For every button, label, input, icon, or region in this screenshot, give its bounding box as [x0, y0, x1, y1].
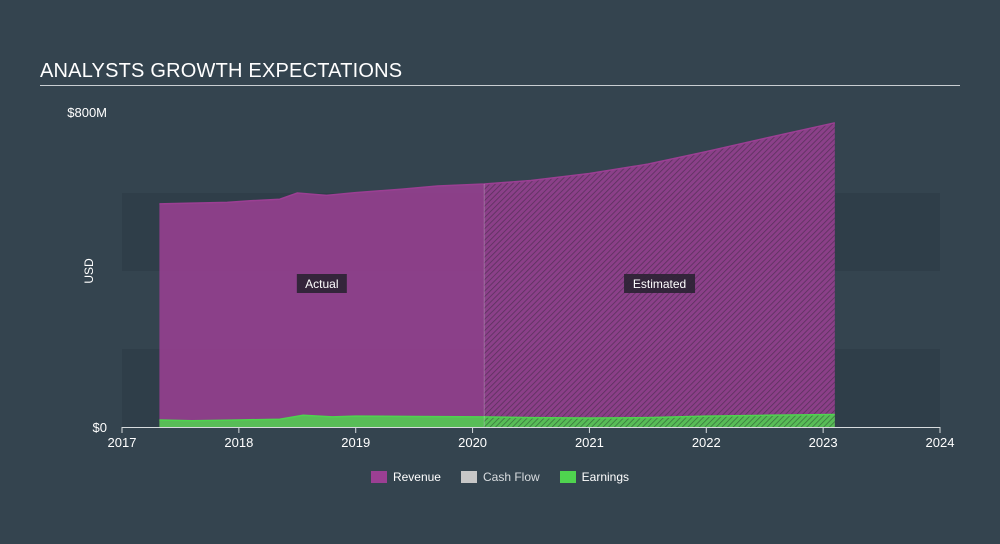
x-tick-label-2024: 2024 [926, 435, 955, 450]
earnings-estimated-hatch [484, 414, 835, 427]
legend-swatch-cash-flow [460, 471, 477, 483]
earnings-line [159, 413, 835, 422]
revenue-line [159, 122, 835, 205]
x-tick-label-2019: 2019 [341, 435, 370, 450]
legend-swatch-earnings [559, 471, 576, 483]
title-divider [40, 85, 960, 86]
y-tick-label-800: $800M [67, 105, 107, 120]
x-tick-label-2018: 2018 [224, 435, 253, 450]
y-tick-label-0: $0 [93, 420, 107, 435]
x-tick-label-2022: 2022 [692, 435, 721, 450]
revenue-actual-area [159, 184, 485, 427]
legend-item-earnings: Earnings [559, 470, 630, 484]
legend-label-earnings: Earnings [581, 470, 630, 484]
legend-item-cash-flow: Cash Flow [460, 470, 540, 484]
x-tick-label-2023: 2023 [809, 435, 838, 450]
legend-label-cash-flow: Cash Flow [482, 470, 540, 484]
estimated-label-bg [624, 274, 696, 293]
earnings-actual-area [159, 415, 485, 427]
legend-label-revenue: Revenue [392, 470, 441, 484]
chart-legend: Revenue Cash Flow Earnings [0, 470, 1000, 484]
x-tick-label-2021: 2021 [575, 435, 604, 450]
chart-title: ANALYSTS GROWTH EXPECTATIONS [40, 60, 403, 82]
y-axis-label: USD [82, 258, 96, 284]
actual-label-bg [296, 274, 347, 293]
x-tick-label-2017: 2017 [108, 435, 137, 450]
actual-label: Actual [305, 277, 338, 291]
x-tick-label-2020: 2020 [458, 435, 487, 450]
legend-item-revenue: Revenue [370, 470, 441, 484]
legend-swatch-revenue [370, 471, 387, 483]
estimated-label: Estimated [633, 277, 686, 291]
